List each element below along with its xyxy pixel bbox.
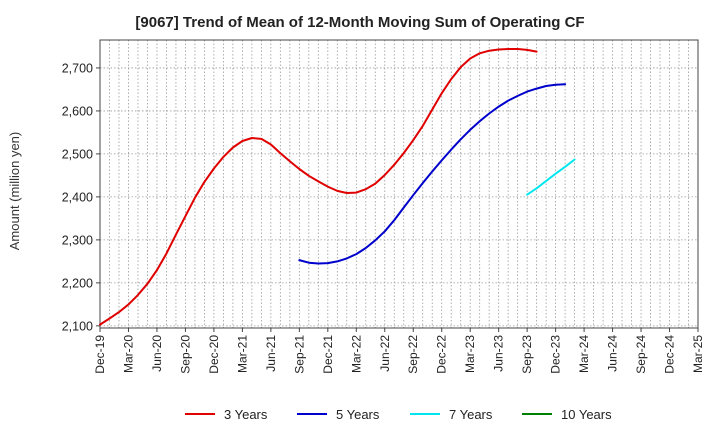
legend: 3 Years 5 Years 7 Years 10 Years <box>185 407 612 422</box>
y-tick-label: 2,400 <box>62 190 93 204</box>
x-tick-label: Dec-24 <box>663 335 677 374</box>
y-tick-label: 2,100 <box>62 319 93 333</box>
x-tick-label: Dec-22 <box>435 335 449 374</box>
series-line-5-years <box>298 83 567 265</box>
x-tick-label: Dec-23 <box>549 335 563 374</box>
x-tick-label: Sep-23 <box>520 335 534 374</box>
x-tick-label: Sep-20 <box>178 335 192 374</box>
x-axis: Dec-19 Mar-20 Jun-20 Sep-20 Dec-20 Mar-21 Jun-… <box>93 328 705 374</box>
y-tick-label: 2,500 <box>62 147 93 161</box>
x-tick-label: Mar-22 <box>349 335 363 373</box>
x-tick-label: Sep-22 <box>406 335 420 374</box>
x-tick-label: Mar-23 <box>463 335 477 373</box>
x-tick-label: Jun-24 <box>606 335 620 372</box>
series-line-3-years <box>99 48 538 326</box>
x-tick-label: Jun-23 <box>492 335 506 372</box>
x-tick-label: Sep-24 <box>634 335 648 374</box>
x-tick-label: Jun-21 <box>264 335 278 372</box>
legend-label: 7 Years <box>449 407 493 422</box>
x-tick-label: Dec-19 <box>93 335 107 374</box>
grid <box>100 40 698 328</box>
y-tick-label: 2,600 <box>62 104 93 118</box>
legend-label: 3 Years <box>224 407 268 422</box>
x-tick-label: Jun-22 <box>378 335 392 372</box>
x-tick-label: Dec-21 <box>321 335 335 374</box>
y-tick-label: 2,200 <box>62 276 93 290</box>
y-tick-label: 2,700 <box>62 61 93 75</box>
x-tick-label: Mar-24 <box>577 335 591 373</box>
x-tick-label: Mar-25 <box>691 335 705 373</box>
x-tick-label: Dec-20 <box>207 335 221 374</box>
x-tick-label: Mar-20 <box>121 335 135 373</box>
plot-frame <box>99 39 699 329</box>
y-axis: 2,100 2,200 2,300 2,400 2,500 2,600 2,700 <box>62 61 100 333</box>
series-line-7-years <box>526 158 576 196</box>
x-tick-label: Jun-20 <box>150 335 164 372</box>
series-lines <box>99 48 576 326</box>
legend-label: 10 Years <box>561 407 612 422</box>
x-tick-label: Mar-21 <box>235 335 249 373</box>
x-tick-label: Sep-21 <box>292 335 306 374</box>
legend-label: 5 Years <box>336 407 380 422</box>
y-tick-label: 2,300 <box>62 233 93 247</box>
y-axis-label: Amount (million yen) <box>7 132 22 251</box>
chart-title: [9067] Trend of Mean of 12-Month Moving … <box>135 14 585 31</box>
